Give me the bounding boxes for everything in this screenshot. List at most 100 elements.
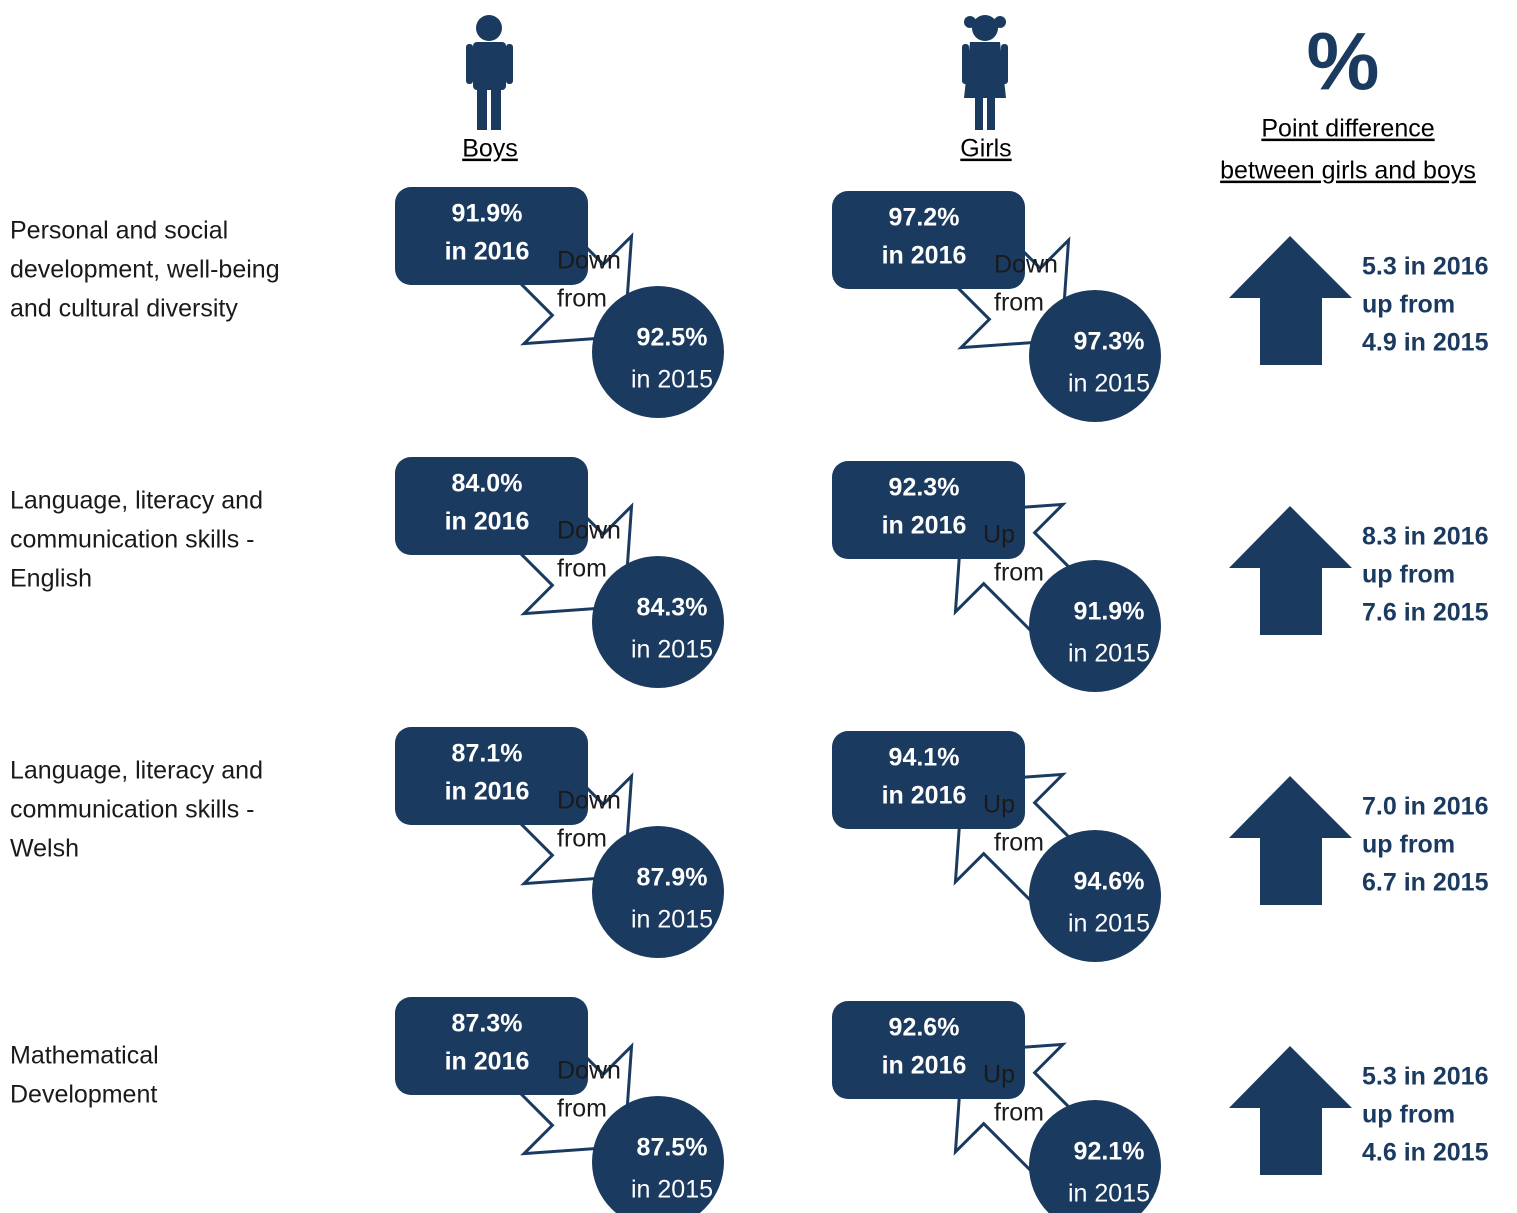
previous-circle (1029, 830, 1161, 962)
direction: Down (557, 517, 621, 545)
difference-text: up from (1362, 561, 1455, 589)
girl-icon (962, 15, 1008, 130)
previous-year: in 2015 (1068, 370, 1150, 398)
row-label: development, well-being (10, 256, 280, 284)
direction: Up (983, 1061, 1015, 1089)
previous-value: 94.6% (1074, 868, 1145, 896)
row-label: communication skills - (10, 526, 255, 554)
difference-text: up from (1362, 291, 1455, 319)
previous-value: 91.9% (1074, 598, 1145, 626)
difference-text: 4.6 in 2015 (1362, 1139, 1489, 1167)
current-value: 87.3% (452, 1010, 523, 1038)
boys-heading: Boys (462, 135, 518, 163)
difference-text: 8.3 in 2016 (1362, 523, 1488, 551)
direction: Down (557, 787, 621, 815)
difference-text: 7.0 in 2016 (1362, 793, 1488, 821)
current-year: in 2016 (445, 1048, 530, 1076)
previous-circle (592, 826, 724, 958)
difference-text: 5.3 in 2016 (1362, 253, 1488, 281)
previous-circle (592, 556, 724, 688)
row-label: English (10, 565, 92, 593)
current-box (395, 457, 588, 555)
difference-arrow (1229, 776, 1352, 905)
difference-arrow (1229, 506, 1352, 635)
previous-circle (592, 286, 724, 418)
current-value: 92.3% (889, 474, 960, 502)
current-value: 84.0% (452, 470, 523, 498)
current-value: 94.1% (889, 744, 960, 772)
current-year: in 2016 (882, 512, 967, 540)
difference-text: up from (1362, 831, 1455, 859)
direction: Down (557, 247, 621, 275)
previous-year: in 2015 (1068, 640, 1150, 668)
difference-heading: between girls and boys (1220, 157, 1476, 185)
difference-text: up from (1362, 1101, 1455, 1129)
from: from (994, 559, 1044, 587)
row-label: communication skills - (10, 796, 255, 824)
from: from (994, 1099, 1044, 1127)
row: Mathematical Development 87.3% in 2016 Down f… (10, 997, 1489, 1213)
current-year: in 2016 (445, 238, 530, 266)
previous-value: 92.5% (637, 324, 708, 352)
current-box (832, 191, 1025, 289)
current-year: in 2016 (882, 782, 967, 810)
current-box (832, 731, 1025, 829)
current-year: in 2016 (445, 508, 530, 536)
row-label: Development (10, 1081, 157, 1109)
current-value: 97.2% (889, 204, 960, 232)
row: Language, literacy and communication skil… (10, 727, 1489, 962)
previous-year: in 2015 (631, 906, 713, 934)
difference-text: 4.9 in 2015 (1362, 329, 1489, 357)
difference-heading: Point difference (1261, 115, 1434, 143)
from: from (557, 825, 607, 853)
difference-arrow (1229, 236, 1352, 365)
current-value: 92.6% (889, 1014, 960, 1042)
current-box (395, 187, 588, 285)
current-box (832, 1001, 1025, 1099)
current-year: in 2016 (882, 1052, 967, 1080)
from: from (557, 555, 607, 583)
row: Language, literacy and communication skil… (10, 457, 1489, 692)
previous-year: in 2015 (631, 1176, 713, 1204)
difference-text: 6.7 in 2015 (1362, 869, 1489, 897)
current-box (395, 727, 588, 825)
row-label: Language, literacy and (10, 487, 263, 515)
current-value: 87.1% (452, 740, 523, 768)
previous-year: in 2015 (1068, 910, 1150, 938)
row-label: Personal and social (10, 217, 228, 245)
from: from (557, 1095, 607, 1123)
percent-symbol: % (1307, 17, 1380, 108)
row-label: Language, literacy and (10, 757, 263, 785)
previous-value: 87.9% (637, 864, 708, 892)
from: from (994, 829, 1044, 857)
current-year: in 2016 (882, 242, 967, 270)
difference-text: 7.6 in 2015 (1362, 599, 1489, 627)
from: from (994, 289, 1044, 317)
previous-circle (1029, 1100, 1161, 1213)
previous-value: 92.1% (1074, 1138, 1145, 1166)
row-label: Mathematical (10, 1042, 159, 1070)
previous-circle (592, 1096, 724, 1213)
previous-value: 97.3% (1074, 328, 1145, 356)
current-box (395, 997, 588, 1095)
row: Personal and social development, well-bei… (10, 187, 1489, 422)
direction: Up (983, 791, 1015, 819)
current-box (832, 461, 1025, 559)
current-value: 91.9% (452, 200, 523, 228)
previous-circle (1029, 560, 1161, 692)
direction: Up (983, 521, 1015, 549)
current-year: in 2016 (445, 778, 530, 806)
previous-year: in 2015 (631, 366, 713, 394)
previous-value: 84.3% (637, 594, 708, 622)
row-label: and cultural diversity (10, 295, 238, 323)
direction: Down (994, 251, 1058, 279)
from: from (557, 285, 607, 313)
difference-text: 5.3 in 2016 (1362, 1063, 1488, 1091)
previous-circle (1029, 290, 1161, 422)
girls-heading: Girls (960, 135, 1011, 163)
previous-year: in 2015 (631, 636, 713, 664)
previous-year: in 2015 (1068, 1180, 1150, 1208)
difference-arrow (1229, 1046, 1352, 1175)
